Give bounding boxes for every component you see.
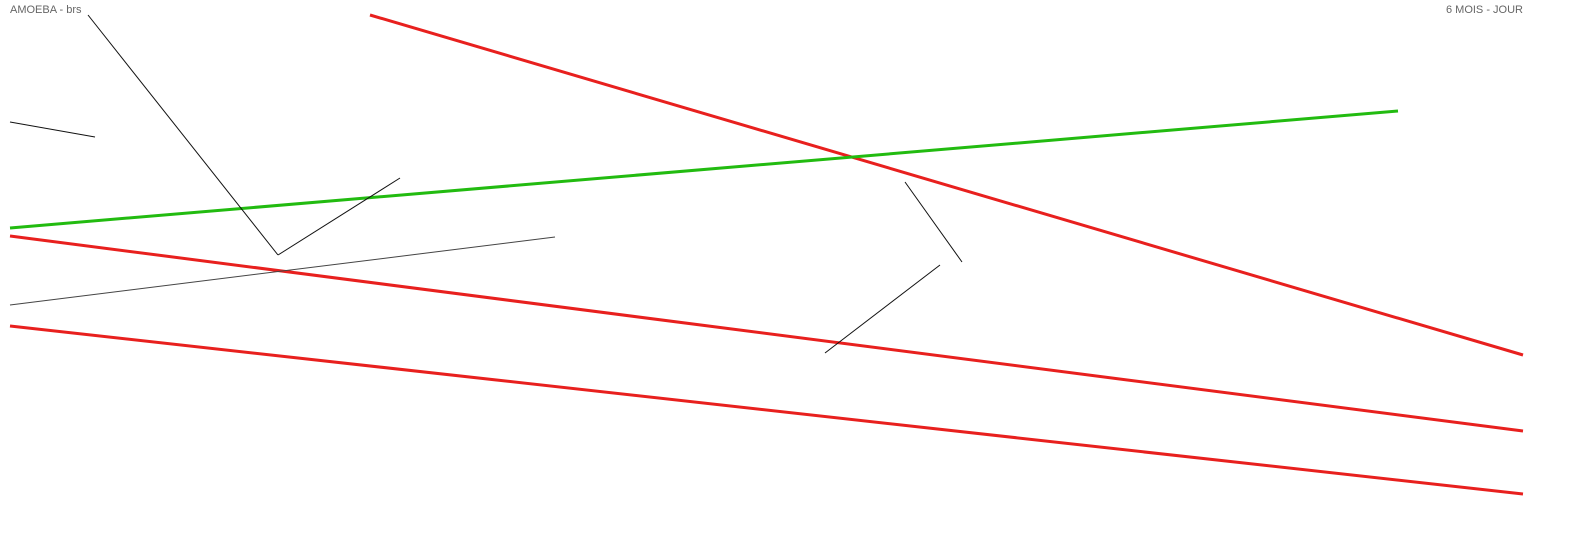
- trend-line: [369, 13, 1524, 357]
- chart-title: AMOEBA - brs: [10, 4, 82, 16]
- trend-line: [9, 324, 1524, 496]
- trend-line: [904, 181, 963, 263]
- trend-line: [87, 14, 279, 256]
- trend-line: [9, 234, 1524, 433]
- drawing-tools: [9, 13, 1524, 496]
- trend-line: [9, 236, 556, 306]
- chart-subtitle: 6 MOIS - JOUR: [1446, 4, 1523, 16]
- trend-line: [277, 177, 401, 256]
- trend-line: [824, 264, 941, 354]
- trend-line: [9, 121, 96, 138]
